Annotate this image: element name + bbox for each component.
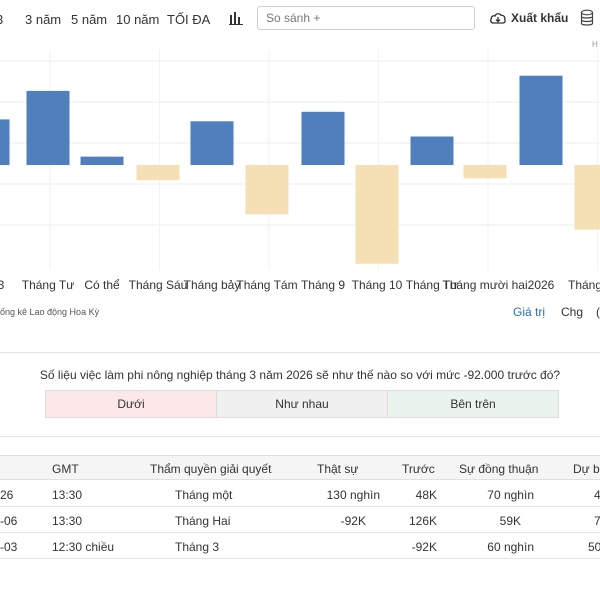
chart-bar[interactable] [190, 121, 234, 165]
cell-previous: 126K [408, 514, 437, 528]
chart-bar[interactable] [136, 165, 180, 181]
cell-period: Tháng 3 [175, 540, 220, 554]
cell-period: Tháng một [175, 488, 233, 502]
chart-bar[interactable] [245, 165, 289, 215]
cell-gmt: 13:30 [52, 488, 83, 502]
header-period[interactable]: Thẩm quyền giải quyết [150, 462, 272, 476]
x-tick-label: Tháng Tám [236, 278, 297, 292]
table-header: GMT Thẩm quyền giải quyết Thật sự Trước … [0, 455, 600, 480]
grid-lines [0, 50, 600, 270]
chart-bar[interactable] [574, 165, 600, 230]
corner-letter: H [592, 40, 598, 49]
divider [0, 352, 600, 353]
x-tick-label: Tháng bảy [184, 278, 241, 292]
header-previous[interactable]: Trước [402, 462, 435, 476]
divider [0, 436, 600, 437]
toggle-extra[interactable]: ( [596, 305, 600, 319]
toggle-value[interactable]: Giá trị [513, 305, 546, 319]
range-3y[interactable]: 3 năm [25, 12, 62, 27]
cell-date: -03 [0, 540, 18, 554]
chart-bar[interactable] [519, 75, 563, 165]
table-row: 26 13:30 Tháng một 130 nghìn 48K 70 nghì… [0, 481, 600, 507]
vote-below-button[interactable]: Dưới [45, 390, 217, 418]
x-tick-label: Tháng 9 [301, 278, 345, 292]
cell-forecast: 4 [594, 488, 600, 502]
chart-bar[interactable] [80, 156, 124, 165]
cell-actual: 130 nghìn [326, 488, 380, 502]
chart-bar[interactable] [26, 90, 70, 165]
cell-date: 26 [0, 488, 14, 502]
compare-input[interactable] [257, 6, 475, 30]
cell-gmt: 13:30 [52, 514, 83, 528]
cell-previous: 48K [415, 488, 437, 502]
header-gmt[interactable]: GMT [52, 462, 79, 476]
toolbar: 3 3 năm 5 năm 10 năm TỐI ĐA Xuất khẩu [0, 0, 600, 36]
cell-consensus: 70 nghìn [487, 488, 534, 502]
bar-chart-icon[interactable] [229, 11, 243, 25]
x-tick-label: 2026 [528, 278, 555, 292]
data-source: ống kê Lao động Hoa Kỳ [0, 307, 100, 317]
range-10y[interactable]: 10 năm [116, 12, 160, 27]
x-tick-label: Tháng 10 [352, 278, 403, 292]
cell-actual: -92K [340, 514, 366, 528]
export-button[interactable]: Xuất khẩu [489, 9, 568, 27]
chart-bar[interactable] [463, 165, 507, 179]
header-consensus[interactable]: Sự đồng thuận [459, 462, 539, 476]
x-tick-label: Tháng Tư [22, 278, 75, 292]
cell-date: -06 [0, 514, 18, 528]
toggle-change[interactable]: Chg [561, 305, 584, 319]
cell-forecast: 50 [588, 540, 600, 554]
header-forecast[interactable]: Dự bá [573, 462, 600, 476]
database-icon[interactable] [580, 9, 594, 27]
chart-bar[interactable] [410, 136, 454, 166]
x-tick-label: Có thể [84, 278, 120, 292]
chart-bar[interactable] [355, 165, 399, 264]
export-label: Xuất khẩu [511, 11, 569, 25]
header-actual[interactable]: Thật sự [317, 462, 359, 476]
x-tick-label: g 3 [0, 278, 5, 292]
x-tick-label: Tháng Tư [406, 278, 459, 292]
range-5y[interactable]: 5 năm [71, 12, 108, 27]
vote-above-button[interactable]: Bên trên [387, 390, 559, 418]
cell-gmt: 12:30 chiều [52, 540, 115, 554]
table-row: -03 12:30 chiều Tháng 3 -92K 60 nghìn 50 [0, 533, 600, 559]
cell-consensus: 59K [499, 514, 521, 528]
cell-previous: -92K [411, 540, 437, 554]
x-tick-label: Tháng mười hai [442, 278, 527, 292]
x-tick-label: Tháng Sáu [129, 278, 188, 292]
range-3[interactable]: 3 [0, 12, 3, 27]
chart-bar[interactable] [0, 119, 10, 165]
poll-question: Số liệu việc làm phi nông nghiệp tháng 3… [39, 368, 561, 382]
cell-consensus: 60 nghìn [487, 540, 534, 554]
cloud-download-icon [490, 13, 506, 24]
x-tick-label: Tháng [568, 278, 600, 292]
vote-same-button[interactable]: Như nhau [216, 390, 388, 418]
cell-forecast: 7 [594, 514, 600, 528]
table-row: -06 13:30 Tháng Hai -92K 126K 59K 7 [0, 507, 600, 533]
range-max[interactable]: TỐI ĐA [167, 12, 211, 27]
chart-bar[interactable] [301, 111, 345, 165]
cell-period: Tháng Hai [175, 514, 231, 528]
